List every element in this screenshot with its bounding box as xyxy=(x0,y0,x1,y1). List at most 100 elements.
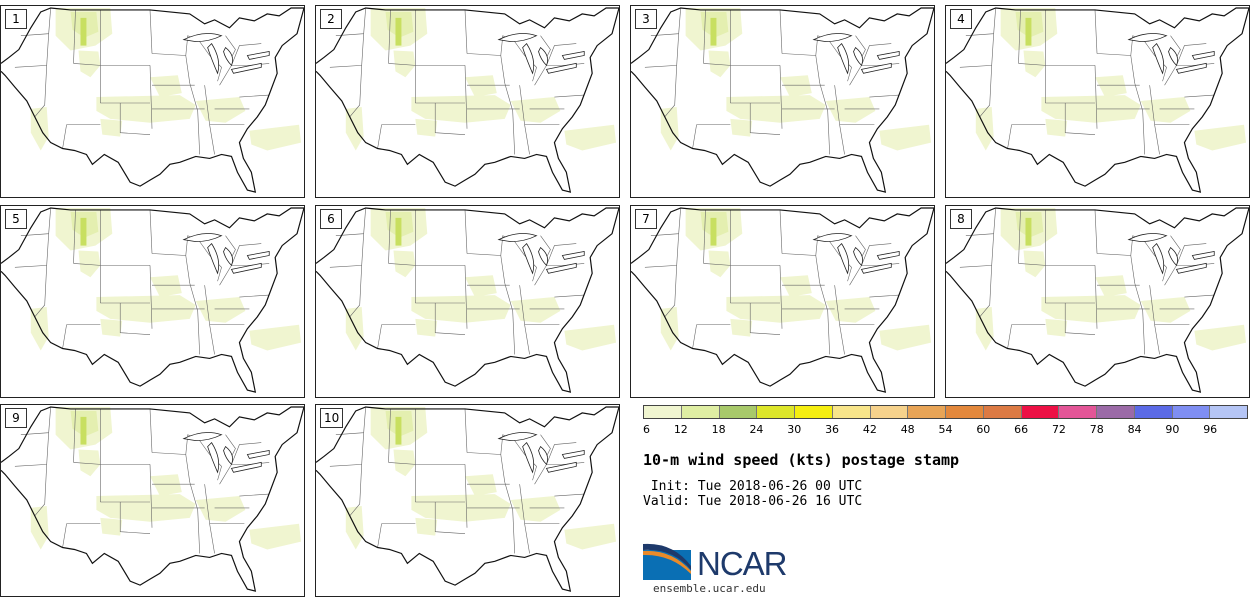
state-border xyxy=(1018,209,1021,264)
great-lake xyxy=(522,242,535,275)
wind-field-region xyxy=(1023,50,1046,78)
conus-map xyxy=(1,7,304,193)
wind-field-region xyxy=(80,217,87,246)
state-border xyxy=(749,302,781,335)
state-border xyxy=(20,207,51,236)
coastline xyxy=(1,7,304,193)
conus-map xyxy=(946,207,1249,393)
coastline xyxy=(946,207,1249,393)
wind-field-region xyxy=(78,50,101,78)
state-border xyxy=(388,408,391,463)
member-panel: 6 xyxy=(315,205,620,398)
wind-field-region xyxy=(1095,75,1127,98)
state-border xyxy=(434,102,466,135)
state-border xyxy=(554,94,585,98)
great-lake xyxy=(545,461,577,473)
state-border xyxy=(239,294,270,298)
wind-field-region xyxy=(708,50,731,78)
state-border xyxy=(546,43,577,66)
state-border xyxy=(1134,283,1145,355)
colorbar-tick: 60 xyxy=(976,423,991,436)
colorbar-tick: 36 xyxy=(825,423,840,436)
state-border xyxy=(692,324,731,349)
colorbar-tick: 54 xyxy=(938,423,953,436)
great-lake xyxy=(230,461,262,473)
colorbar-tick: 90 xyxy=(1165,423,1180,436)
state-border xyxy=(434,501,466,534)
colorbar-swatch xyxy=(1021,406,1060,418)
great-lake xyxy=(853,46,863,67)
state-border xyxy=(335,207,366,236)
member-number-label: 8 xyxy=(950,209,972,229)
member-number-label: 9 xyxy=(5,408,27,428)
great-lake xyxy=(561,251,585,260)
colorbar-swatch xyxy=(1134,406,1173,418)
wind-field-region xyxy=(1194,124,1247,151)
great-lake xyxy=(230,62,262,74)
wind-field-region xyxy=(730,318,753,337)
wind-field-region xyxy=(510,496,561,522)
wind-field-region xyxy=(78,250,101,278)
colorbar-swatch xyxy=(719,406,758,418)
state-border xyxy=(519,285,530,355)
wind-speed-colorbar xyxy=(643,405,1248,419)
state-border xyxy=(519,484,530,554)
state-border xyxy=(377,523,416,548)
wind-field-region xyxy=(726,295,826,323)
colorbar-swatch xyxy=(870,406,909,418)
colorbar-tick: 72 xyxy=(1051,423,1066,436)
state-border xyxy=(464,9,468,54)
colorbar-tick: 78 xyxy=(1089,423,1104,436)
wind-field-region xyxy=(465,474,497,497)
state-border xyxy=(554,294,585,298)
great-lake xyxy=(207,441,220,474)
wind-field-region xyxy=(564,124,617,151)
conus-map xyxy=(316,7,619,193)
wind-field-region xyxy=(1045,318,1068,337)
state-border xyxy=(377,124,416,149)
great-lake xyxy=(561,450,585,459)
state-border xyxy=(1176,243,1207,266)
state-border xyxy=(34,265,47,318)
wind-field-region xyxy=(249,324,302,351)
member-panel: 9 xyxy=(0,404,305,597)
great-lake xyxy=(860,262,892,274)
great-lake xyxy=(182,432,223,442)
wind-field-region xyxy=(411,494,511,522)
state-border xyxy=(149,65,153,129)
state-border xyxy=(466,253,506,284)
state-border xyxy=(1094,209,1098,254)
wind-field-region xyxy=(726,95,826,123)
colorbar-tick: 96 xyxy=(1203,423,1218,436)
colorbar-swatch xyxy=(1172,406,1211,418)
great-lake xyxy=(853,246,863,267)
state-border xyxy=(377,324,416,349)
state-border xyxy=(62,324,101,349)
wind-field-region xyxy=(393,250,416,278)
wind-field-region xyxy=(100,318,123,337)
wind-field-region xyxy=(1045,118,1068,137)
state-border xyxy=(239,94,270,98)
great-lake xyxy=(246,251,270,260)
state-border xyxy=(189,482,200,554)
great-lake xyxy=(812,33,853,43)
coastline xyxy=(316,406,619,592)
wind-field-region xyxy=(879,124,932,151)
wind-field-region xyxy=(411,95,511,123)
member-panel: 7 xyxy=(630,205,935,398)
member-number-label: 3 xyxy=(635,9,657,29)
great-lake xyxy=(1168,46,1178,67)
wind-field-region xyxy=(249,523,302,550)
great-lake xyxy=(1168,246,1178,267)
great-lake xyxy=(182,33,223,43)
state-border xyxy=(149,265,153,329)
state-border xyxy=(504,83,515,155)
wind-field-region xyxy=(96,95,196,123)
state-border xyxy=(20,406,51,435)
state-border xyxy=(781,253,821,284)
state-border xyxy=(14,33,49,68)
state-border xyxy=(335,7,366,36)
wind-field-region xyxy=(415,318,438,337)
wind-field-region xyxy=(510,297,561,323)
member-panel: 10 xyxy=(315,404,620,597)
